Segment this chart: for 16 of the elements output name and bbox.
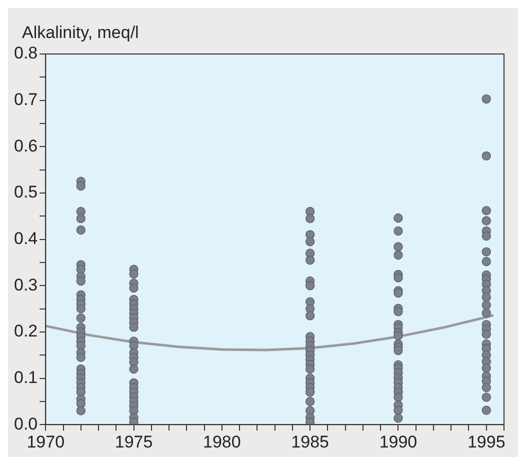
y-tick-label: 0.4 <box>14 228 38 248</box>
x-tick-label: 1980 <box>203 432 241 452</box>
y-tick-label: 0.3 <box>14 275 38 294</box>
y-tick-label: 0.0 <box>14 414 38 434</box>
x-tick-label: 1970 <box>26 432 65 452</box>
y-tick-label: 0.8 <box>14 44 38 63</box>
x-tick-label: 1995 <box>467 432 506 452</box>
y-axis-title: Alkalinity, meq/l <box>22 23 139 42</box>
y-tick-label: 0.1 <box>14 368 38 387</box>
x-tick-label: 1990 <box>379 432 418 452</box>
y-tick-label: 0.5 <box>14 182 38 202</box>
x-tick-label: 1985 <box>291 432 329 452</box>
y-tick-label: 0.7 <box>14 90 38 110</box>
y-tick-label: 0.6 <box>14 136 38 156</box>
x-tick-label: 1975 <box>114 432 153 452</box>
y-tick-label: 0.2 <box>14 322 38 341</box>
